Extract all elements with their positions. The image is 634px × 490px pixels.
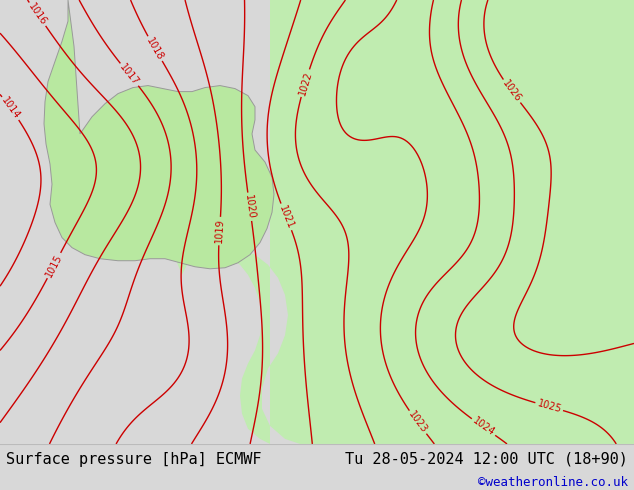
Text: 1014: 1014 — [0, 96, 22, 121]
Text: 1022: 1022 — [297, 70, 313, 97]
Polygon shape — [175, 0, 634, 444]
Text: 1015: 1015 — [44, 252, 64, 279]
Text: 1020: 1020 — [243, 194, 256, 220]
Text: 1023: 1023 — [406, 410, 429, 435]
Text: ©weatheronline.co.uk: ©weatheronline.co.uk — [478, 476, 628, 489]
Text: 1024: 1024 — [470, 416, 496, 439]
Text: Surface pressure [hPa] ECMWF: Surface pressure [hPa] ECMWF — [6, 452, 261, 467]
Text: 1016: 1016 — [27, 1, 49, 27]
Text: 1017: 1017 — [118, 62, 141, 87]
Text: 1026: 1026 — [500, 78, 523, 104]
Text: 1019: 1019 — [214, 219, 225, 244]
Text: Tu 28-05-2024 12:00 UTC (18+90): Tu 28-05-2024 12:00 UTC (18+90) — [345, 452, 628, 467]
Text: 1025: 1025 — [536, 398, 562, 415]
Text: 1018: 1018 — [145, 36, 165, 62]
Text: 1021: 1021 — [277, 203, 295, 230]
Polygon shape — [44, 0, 274, 269]
